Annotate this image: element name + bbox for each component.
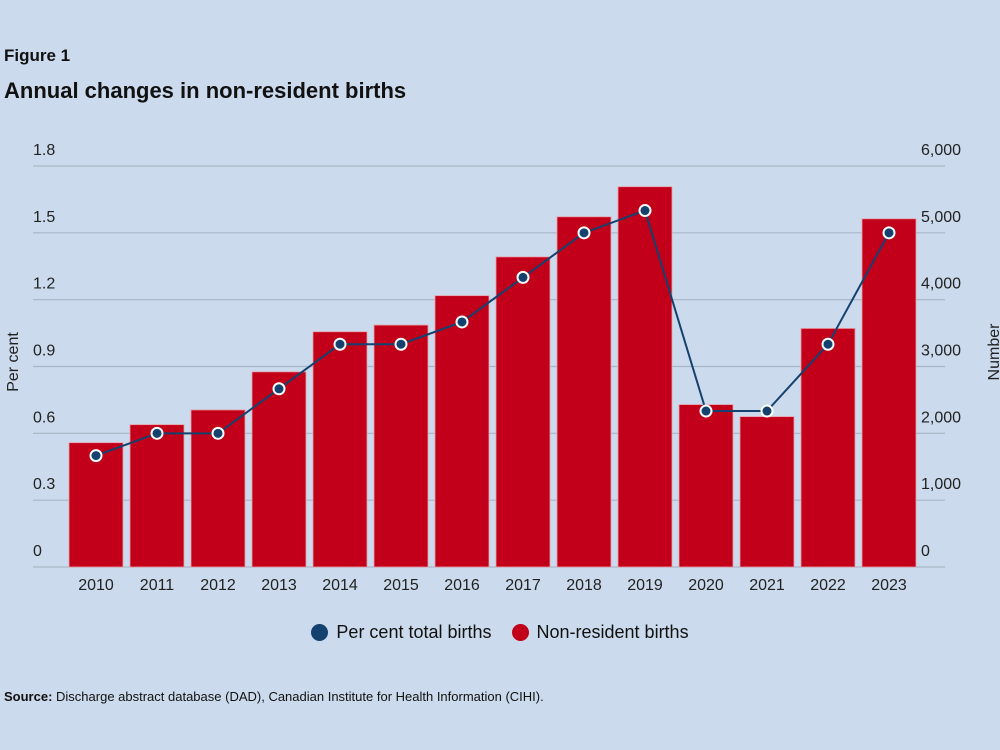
y-tick-label: 1.5 <box>33 209 55 226</box>
figure-label: Figure 1 <box>4 46 71 65</box>
x-tick-label: 2022 <box>810 577 846 594</box>
source-text: Discharge abstract database (DAD), Canad… <box>52 689 544 704</box>
point-2021 <box>760 404 774 418</box>
bar-2018 <box>556 216 612 568</box>
point-2016 <box>455 315 469 329</box>
legend-label: Non-resident births <box>536 622 689 642</box>
x-tick-label: 2020 <box>688 577 724 594</box>
legend: Per cent total births Non-resident birth… <box>0 622 1000 643</box>
legend-item-percent: Per cent total births <box>311 622 492 643</box>
point-2011 <box>150 426 164 440</box>
x-tick-label: 2014 <box>322 577 358 594</box>
x-tick-label: 2012 <box>200 577 236 594</box>
legend-item-births: Non-resident births <box>511 622 689 643</box>
bar-2022 <box>800 328 856 568</box>
point-2020 <box>699 404 713 418</box>
bar-2011 <box>129 424 185 568</box>
point-2018 <box>577 226 591 240</box>
y-right-axis-label: Number <box>986 323 1000 381</box>
bar-2019 <box>617 186 673 568</box>
point-2015 <box>394 337 408 351</box>
x-tick-label: 2011 <box>140 577 175 594</box>
point-2022 <box>821 337 835 351</box>
y-right-tick-label: 3,000 <box>921 343 961 360</box>
bar-2010 <box>68 442 124 568</box>
source-note: Source: Discharge abstract database (DAD… <box>4 689 544 704</box>
bar-2017 <box>495 256 551 568</box>
y-right-tick-label: 6,000 <box>921 142 961 159</box>
x-tick-label: 2021 <box>749 577 785 594</box>
y-tick-label: 0.3 <box>33 476 55 493</box>
x-tick-label: 2015 <box>383 577 419 594</box>
chart-title: Annual changes in non-resident births <box>4 78 407 103</box>
x-tick-label: 2018 <box>566 577 602 594</box>
bar-2020 <box>678 404 734 568</box>
legend-dot-icon <box>311 624 329 641</box>
x-tick-label: 2010 <box>78 577 114 594</box>
y-right-tick-label: 1,000 <box>921 476 961 493</box>
y-right-tick-label: 4,000 <box>921 276 961 293</box>
y-tick-label: 1.8 <box>33 142 55 159</box>
x-tick-label: 2013 <box>261 577 297 594</box>
y-tick-label: 0.6 <box>33 409 55 426</box>
point-2023 <box>882 226 896 240</box>
legend-label: Per cent total births <box>336 622 492 642</box>
x-tick-label: 2019 <box>627 577 663 594</box>
point-2013 <box>272 382 286 396</box>
bar-2021 <box>739 416 795 568</box>
source-label: Source: <box>4 689 53 704</box>
y-axis-label: Per cent <box>5 332 22 392</box>
point-2019 <box>638 204 652 218</box>
x-tick-label: 2023 <box>871 577 907 594</box>
y-right-tick-label: 5,000 <box>921 209 961 226</box>
bar-2013 <box>251 371 307 568</box>
x-tick-label: 2017 <box>505 577 541 594</box>
line-per-cent <box>95 209 890 457</box>
y-tick-label: 1.2 <box>33 276 55 293</box>
y-tick-label: 0 <box>33 543 42 560</box>
legend-dot-icon <box>511 624 529 641</box>
bar-2023 <box>861 218 917 568</box>
point-2010 <box>89 449 103 463</box>
x-tick-label: 2016 <box>444 577 480 594</box>
y-right-tick-label: 2,000 <box>921 409 961 426</box>
point-2014 <box>333 337 347 351</box>
y-right-tick-label: 0 <box>921 543 930 560</box>
bar-2016 <box>434 295 490 568</box>
point-2017 <box>516 270 530 284</box>
bar-2014 <box>312 331 368 568</box>
bar-2015 <box>373 324 429 568</box>
y-tick-label: 0.9 <box>33 343 55 360</box>
point-2012 <box>211 426 225 440</box>
